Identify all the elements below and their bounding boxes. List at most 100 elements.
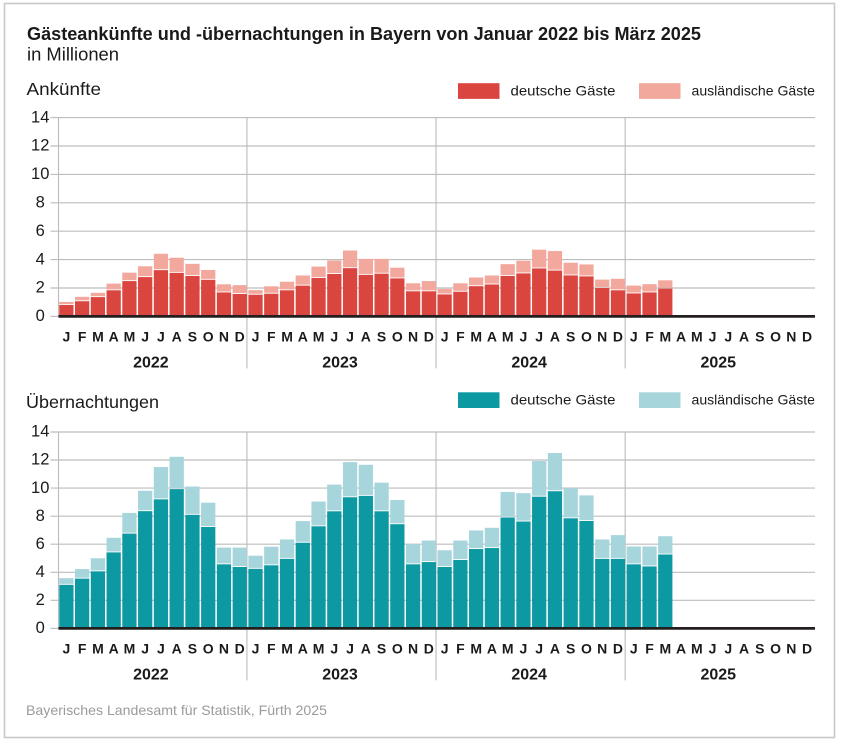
svg-text:S: S [188, 329, 197, 345]
svg-text:J: J [62, 329, 70, 345]
svg-text:F: F [78, 641, 87, 657]
svg-text:M: M [313, 641, 325, 657]
svg-text:J: J [157, 329, 165, 345]
svg-text:M: M [659, 329, 671, 345]
svg-text:J: J [346, 329, 354, 345]
svg-text:10: 10 [31, 165, 49, 183]
svg-text:O: O [203, 329, 214, 345]
svg-text:2025: 2025 [700, 667, 736, 684]
svg-text:O: O [770, 329, 781, 345]
svg-text:J: J [520, 329, 528, 345]
svg-text:N: N [786, 329, 796, 345]
svg-text:M: M [92, 641, 104, 657]
svg-text:12: 12 [31, 451, 49, 469]
svg-text:D: D [235, 329, 245, 345]
svg-text:S: S [188, 641, 197, 657]
svg-text:S: S [377, 641, 386, 657]
svg-text:M: M [470, 329, 482, 345]
svg-text:M: M [124, 329, 136, 345]
svg-text:M: M [691, 329, 703, 345]
svg-text:2024: 2024 [511, 667, 547, 684]
svg-text:J: J [252, 329, 260, 345]
svg-text:2022: 2022 [133, 667, 169, 684]
svg-text:O: O [203, 641, 214, 657]
svg-text:deutsche Gäste: deutsche Gäste [511, 391, 616, 407]
svg-text:D: D [424, 329, 434, 345]
svg-text:O: O [392, 641, 403, 657]
svg-text:Gästeankünfte und -übernachtun: Gästeankünfte und -übernachtungen in Bay… [27, 24, 701, 44]
svg-text:A: A [550, 641, 560, 657]
svg-text:0: 0 [36, 619, 45, 637]
svg-text:in Millionen: in Millionen [27, 45, 119, 65]
svg-text:A: A [361, 641, 371, 657]
svg-text:N: N [786, 641, 796, 657]
svg-text:J: J [157, 641, 165, 657]
svg-text:S: S [566, 641, 575, 657]
svg-text:J: J [62, 641, 70, 657]
svg-text:A: A [298, 329, 308, 345]
svg-text:M: M [659, 641, 671, 657]
svg-text:A: A [550, 329, 560, 345]
svg-text:M: M [470, 641, 482, 657]
svg-text:M: M [502, 329, 514, 345]
svg-text:F: F [645, 329, 654, 345]
svg-text:ausländische Gäste: ausländische Gäste [692, 391, 816, 407]
svg-text:A: A [487, 641, 497, 657]
svg-text:F: F [78, 329, 87, 345]
svg-text:D: D [613, 329, 623, 345]
svg-text:J: J [520, 641, 528, 657]
svg-text:O: O [392, 329, 403, 345]
svg-text:F: F [456, 329, 465, 345]
svg-text:A: A [109, 329, 119, 345]
svg-text:M: M [691, 641, 703, 657]
svg-text:A: A [676, 329, 686, 345]
svg-text:2025: 2025 [700, 355, 736, 372]
svg-text:2023: 2023 [322, 667, 358, 684]
svg-text:N: N [597, 329, 607, 345]
svg-text:2: 2 [36, 591, 45, 609]
svg-text:M: M [281, 329, 293, 345]
svg-text:F: F [267, 329, 276, 345]
svg-text:A: A [298, 641, 308, 657]
svg-text:S: S [755, 329, 764, 345]
svg-text:A: A [172, 329, 182, 345]
svg-text:0: 0 [36, 307, 45, 325]
svg-text:D: D [802, 329, 812, 345]
svg-text:Bayerisches Landesamt für Stat: Bayerisches Landesamt für Statistik, Für… [26, 702, 327, 718]
svg-text:J: J [330, 329, 338, 345]
svg-text:J: J [441, 329, 449, 345]
svg-text:J: J [141, 329, 149, 345]
svg-text:J: J [252, 641, 260, 657]
svg-text:A: A [172, 641, 182, 657]
svg-text:O: O [581, 641, 592, 657]
svg-text:M: M [281, 641, 293, 657]
svg-text:M: M [313, 329, 325, 345]
svg-text:A: A [487, 329, 497, 345]
svg-text:D: D [613, 641, 623, 657]
svg-text:J: J [441, 641, 449, 657]
svg-text:A: A [739, 329, 749, 345]
svg-text:6: 6 [36, 535, 45, 553]
svg-text:M: M [502, 641, 514, 657]
svg-text:14: 14 [31, 423, 49, 441]
svg-text:8: 8 [36, 507, 45, 525]
svg-text:S: S [377, 329, 386, 345]
svg-text:O: O [770, 641, 781, 657]
svg-text:F: F [267, 641, 276, 657]
svg-text:J: J [330, 641, 338, 657]
svg-text:deutsche Gäste: deutsche Gäste [511, 82, 616, 98]
svg-text:2024: 2024 [511, 355, 547, 372]
svg-text:D: D [802, 641, 812, 657]
svg-text:A: A [109, 641, 119, 657]
svg-text:A: A [361, 329, 371, 345]
svg-text:N: N [597, 641, 607, 657]
svg-text:M: M [92, 329, 104, 345]
svg-text:F: F [456, 641, 465, 657]
svg-text:2022: 2022 [133, 355, 169, 372]
svg-text:J: J [709, 641, 717, 657]
svg-text:6: 6 [36, 222, 45, 240]
svg-text:D: D [424, 641, 434, 657]
svg-text:J: J [535, 641, 543, 657]
svg-text:J: J [630, 641, 638, 657]
svg-text:S: S [566, 329, 575, 345]
